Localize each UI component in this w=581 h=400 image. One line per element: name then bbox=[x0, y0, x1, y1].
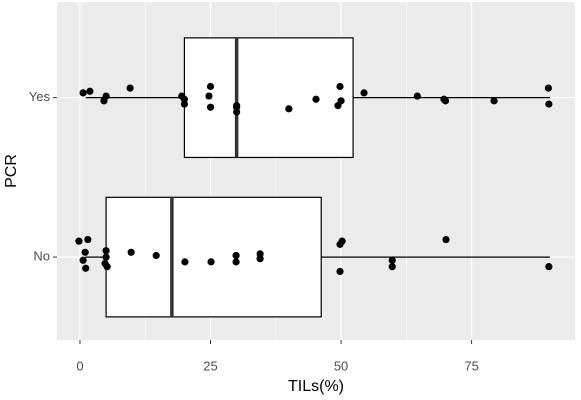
point bbox=[206, 82, 215, 91]
box bbox=[183, 37, 354, 159]
point bbox=[544, 84, 552, 92]
point bbox=[103, 263, 111, 271]
point bbox=[334, 102, 342, 110]
x-axis-title: TILs(%) bbox=[288, 378, 344, 395]
point bbox=[102, 92, 110, 100]
point bbox=[336, 267, 344, 276]
point bbox=[336, 82, 344, 91]
x-tick-label: 25 bbox=[203, 358, 217, 373]
point bbox=[152, 251, 160, 260]
y-tick-label: Yes bbox=[29, 89, 51, 104]
y-tick-label: No bbox=[33, 249, 50, 264]
point bbox=[86, 87, 94, 95]
x-tick-label: 0 bbox=[76, 358, 83, 373]
point bbox=[126, 84, 134, 92]
point bbox=[441, 97, 450, 105]
point bbox=[102, 253, 110, 261]
point bbox=[206, 103, 215, 111]
point bbox=[545, 100, 553, 108]
point bbox=[79, 256, 87, 264]
point bbox=[75, 237, 83, 245]
point bbox=[181, 258, 189, 266]
y-axis-title: PCR bbox=[3, 154, 20, 188]
x-tick-label: 50 bbox=[334, 358, 348, 373]
point bbox=[545, 263, 553, 271]
point bbox=[232, 258, 240, 266]
point bbox=[388, 263, 396, 271]
point bbox=[413, 92, 421, 100]
point bbox=[256, 255, 264, 263]
point bbox=[388, 256, 396, 264]
point bbox=[81, 248, 89, 256]
point bbox=[360, 89, 368, 97]
point bbox=[205, 92, 213, 100]
point bbox=[312, 95, 320, 103]
point bbox=[84, 235, 92, 244]
x-tick-label: 75 bbox=[464, 358, 478, 373]
point bbox=[233, 108, 241, 116]
point bbox=[232, 251, 240, 260]
point bbox=[285, 105, 293, 113]
point bbox=[82, 264, 90, 272]
box bbox=[105, 196, 322, 318]
point bbox=[127, 248, 135, 256]
point bbox=[180, 100, 189, 108]
point bbox=[442, 235, 450, 244]
point bbox=[79, 89, 87, 97]
point bbox=[207, 258, 215, 266]
point bbox=[338, 237, 346, 245]
point bbox=[102, 247, 110, 255]
point bbox=[490, 97, 498, 105]
